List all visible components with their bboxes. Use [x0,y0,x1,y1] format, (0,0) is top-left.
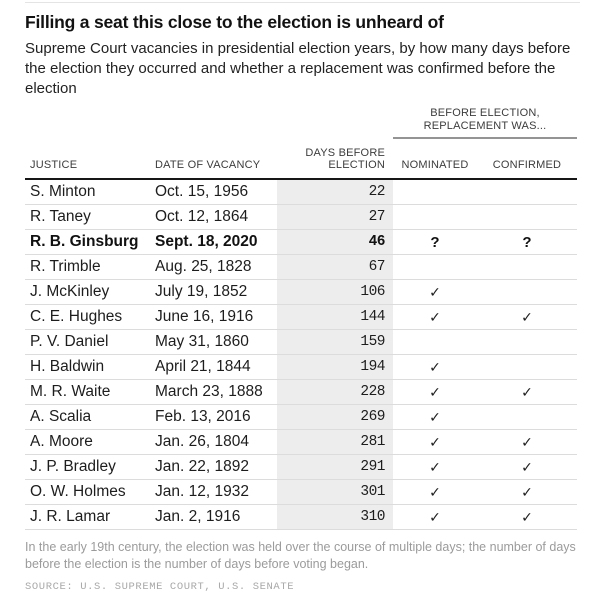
table-body: S. Minton Oct. 15, 1956 22 R. Taney Oct. 12,… [25,180,577,530]
table-row: A. Moore Jan. 26, 1804 281 ✓ ✓ [25,430,577,455]
table-row: J. P. Bradley Jan. 22, 1892 291 ✓ ✓ [25,455,577,480]
page-title: Filling a seat this close to the electio… [25,12,444,32]
page-subtitle: Supreme Court vacancies in presidential … [25,40,571,97]
table-row: R. Taney Oct. 12, 1864 27 [25,205,577,230]
cell-days-before-election: 194 [277,355,393,379]
cell-date-of-vacancy: Oct. 15, 1956 [155,183,249,200]
cell-date-of-vacancy: Jan. 12, 1932 [155,483,249,500]
cell-justice: R. Trimble [30,258,101,275]
footnote: In the early 19th century, the election … [25,540,576,571]
cell-date-of-vacancy: Sept. 18, 2020 [155,233,258,250]
cell-justice: A. Scalia [30,408,92,425]
cell-days-before-election: 144 [277,305,393,329]
top-divider [25,2,580,3]
table-row: C. E. Hughes June 16, 1916 144 ✓ ✓ [25,305,577,330]
table-row: R. Trimble Aug. 25, 1828 67 [25,255,577,280]
group-header-line2: REPLACEMENT WAS... [423,120,547,132]
cell-date-of-vacancy: July 19, 1852 [155,283,248,300]
cell-justice: A. Moore [30,433,93,450]
cell-date-of-vacancy: Jan. 2, 1916 [155,508,241,525]
cell-confirmed: ✓ [521,433,533,450]
cell-date-of-vacancy: Oct. 12, 1864 [155,208,249,225]
cell-confirmed: ✓ [521,308,533,325]
cell-days-before-election: 159 [277,330,393,354]
cell-date-of-vacancy: May 31, 1860 [155,333,249,350]
cell-nominated: ✓ [429,433,441,450]
cell-days-before-election: 269 [277,405,393,429]
cell-confirmed: ✓ [521,458,533,475]
cell-justice: R. B. Ginsburg [30,233,139,250]
cell-days-before-election: 67 [277,255,393,279]
cell-justice: J. McKinley [30,283,110,300]
cell-confirmed: ✓ [521,483,533,500]
cell-nominated: ✓ [429,283,441,300]
source-line: SOURCE: U.S. SUPREME COURT, U.S. SENATE [25,581,295,593]
table-row: J. R. Lamar Jan. 2, 1916 310 ✓ ✓ [25,505,577,530]
cell-days-before-election: 291 [277,455,393,479]
cell-date-of-vacancy: Aug. 25, 1828 [155,258,252,275]
table-row: S. Minton Oct. 15, 1956 22 [25,180,577,205]
cell-justice: R. Taney [30,208,91,225]
cell-date-of-vacancy: Jan. 26, 1804 [155,433,249,450]
group-header-replacement-was: BEFORE ELECTION, REPLACEMENT WAS... [393,107,577,139]
cell-nominated: ✓ [429,408,441,425]
cell-days-before-election: 46 [277,230,393,254]
cell-date-of-vacancy: Feb. 13, 2016 [155,408,251,425]
cell-nominated: ✓ [429,458,441,475]
cell-justice: H. Baldwin [30,358,105,375]
column-header-date-of-vacancy: DATE OF VACANCY [155,159,261,171]
cell-justice: P. V. Daniel [30,333,109,350]
column-header-justice: JUSTICE [30,159,78,171]
cell-date-of-vacancy: June 16, 1916 [155,308,254,325]
cell-nominated: ✓ [429,483,441,500]
cell-date-of-vacancy: March 23, 1888 [155,383,263,400]
cell-days-before-election: 310 [277,505,393,529]
table-row: M. R. Waite March 23, 1888 228 ✓ ✓ [25,380,577,405]
cell-justice: J. P. Bradley [30,458,116,475]
cell-nominated: ✓ [429,508,441,525]
column-header-nominated: NOMINATED [401,159,469,171]
column-header-days-before-election: DAYS BEFORE ELECTION [277,139,393,178]
cell-days-before-election: 22 [277,180,393,204]
cell-nominated: ✓ [429,358,441,375]
cell-justice: M. R. Waite [30,383,111,400]
cell-nominated: ✓ [429,308,441,325]
table-row: A. Scalia Feb. 13, 2016 269 ✓ [25,405,577,430]
cell-nominated: ? [430,233,440,251]
cell-days-before-election: 106 [277,280,393,304]
cell-days-before-election: 228 [277,380,393,404]
table-row: H. Baldwin April 21, 1844 194 ✓ [25,355,577,380]
cell-date-of-vacancy: April 21, 1844 [155,358,251,375]
days-header-line2: ELECTION [328,159,385,171]
cell-confirmed: ✓ [521,508,533,525]
cell-date-of-vacancy: Jan. 22, 1892 [155,458,249,475]
table-row: O. W. Holmes Jan. 12, 1932 301 ✓ ✓ [25,480,577,505]
cell-days-before-election: 281 [277,430,393,454]
cell-justice: J. R. Lamar [30,508,111,525]
days-header-line1: DAYS BEFORE [305,147,385,159]
cell-days-before-election: 27 [277,205,393,229]
table-row: J. McKinley July 19, 1852 106 ✓ [25,280,577,305]
column-header-confirmed: CONFIRMED [492,159,562,171]
cell-justice: C. E. Hughes [30,308,123,325]
cell-days-before-election: 301 [277,480,393,504]
cell-nominated: ✓ [429,383,441,400]
cell-confirmed: ✓ [521,383,533,400]
cell-justice: O. W. Holmes [30,483,126,500]
table-row: R. B. Ginsburg Sept. 18, 2020 46?? [25,230,577,255]
cell-confirmed: ? [522,233,532,251]
vacancies-table: BEFORE ELECTION, REPLACEMENT WAS... JUST… [25,105,577,530]
table-row: P. V. Daniel May 31, 1860 159 [25,330,577,355]
cell-justice: S. Minton [30,183,96,200]
group-header-line1: BEFORE ELECTION, [430,107,540,119]
table-header: BEFORE ELECTION, REPLACEMENT WAS... JUST… [25,105,577,180]
